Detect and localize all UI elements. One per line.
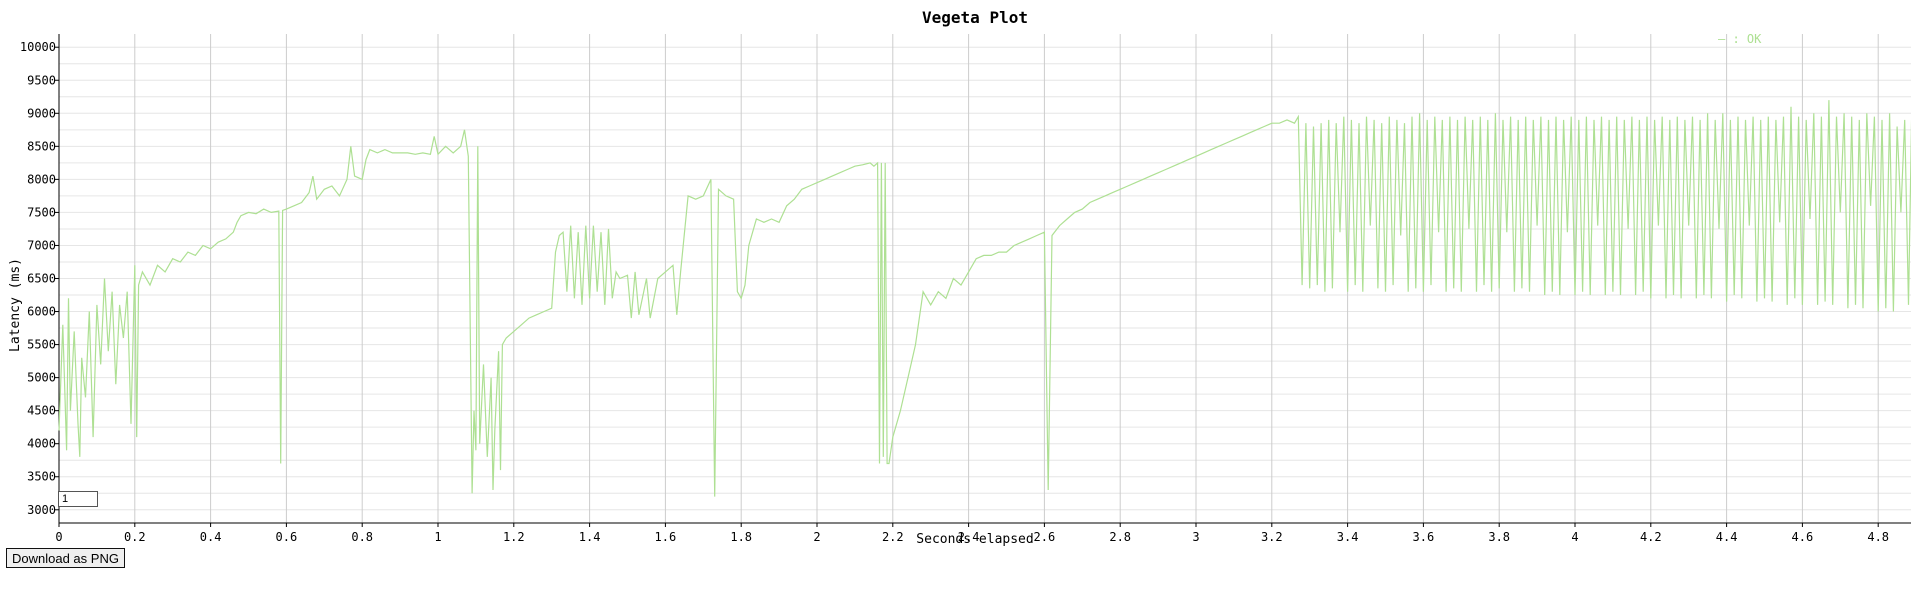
grid-lines: [58, 34, 1911, 523]
y-tick-label: 9000: [27, 106, 56, 120]
x-tick-label: 0.8: [351, 530, 373, 544]
download-png-button[interactable]: Download as PNG: [6, 548, 125, 568]
x-tick-label: 4.6: [1792, 530, 1814, 544]
x-tick-label: 2.4: [958, 530, 980, 544]
x-axis: 0 0.2 0.4 0.6 0.8 1 1.2 1.4 1.6 1.8 2 2.2 2.4 2.6 2.8 3…: [55, 522, 1911, 544]
x-tick-label: 4.2: [1640, 530, 1662, 544]
y-tick-label: 8000: [27, 172, 56, 186]
y-tick-label: 7500: [27, 205, 56, 219]
x-tick-label: 3.4: [1337, 530, 1359, 544]
y-tick-label: 5500: [27, 338, 56, 352]
x-tick-label: 4: [1571, 530, 1578, 544]
y-tick-label: 6000: [27, 305, 56, 319]
x-tick-label: 3.2: [1261, 530, 1283, 544]
chart-title: Vegeta Plot: [922, 8, 1028, 27]
range-input[interactable]: [58, 491, 98, 507]
x-tick-label: 3.6: [1413, 530, 1435, 544]
x-tick-label: 4.8: [1867, 530, 1889, 544]
y-tick-label: 10000: [20, 40, 56, 54]
y-tick-label: 8500: [27, 139, 56, 153]
x-tick-label: 0.4: [200, 530, 222, 544]
x-tick-label: 1.2: [503, 530, 525, 544]
x-tick-label: 1.6: [655, 530, 677, 544]
x-tick-label: 1.8: [730, 530, 752, 544]
legend-ok: — : OK: [1718, 32, 1762, 46]
x-tick-label: 2.6: [1034, 530, 1056, 544]
x-tick-label: 2: [813, 530, 820, 544]
y-tick-label: 9500: [27, 73, 56, 87]
y-tick-label: 5000: [27, 371, 56, 385]
x-tick-label: 0.6: [276, 530, 298, 544]
x-tick-label: 3: [1192, 530, 1199, 544]
y-tick-label: 4000: [27, 437, 56, 451]
x-axis-label: Seconds elapsed: [916, 532, 1033, 547]
y-tick-label: 4500: [27, 404, 56, 418]
series-line-ok: [58, 100, 1911, 497]
y-tick-label: 6500: [27, 272, 56, 286]
y-axis-label: Latency (ms): [8, 258, 23, 352]
y-tick-label: 3500: [27, 470, 56, 484]
x-tick-label: 1.4: [579, 530, 601, 544]
x-tick-label: 4.4: [1716, 530, 1738, 544]
series-layer: [58, 100, 1911, 497]
x-tick-label: 3.8: [1488, 530, 1510, 544]
x-tick-label: 0.2: [124, 530, 146, 544]
y-axis: 3000 3500 4000 4500 5000 5500 6000 6500 7000 7500…: [20, 34, 60, 523]
x-tick-label: 2.2: [882, 530, 904, 544]
x-tick-label: 0: [55, 530, 62, 544]
x-tick-label: 2.8: [1109, 530, 1131, 544]
y-tick-label: 3000: [27, 503, 56, 517]
y-tick-label: 7000: [27, 238, 56, 252]
x-tick-label: 1: [434, 530, 441, 544]
